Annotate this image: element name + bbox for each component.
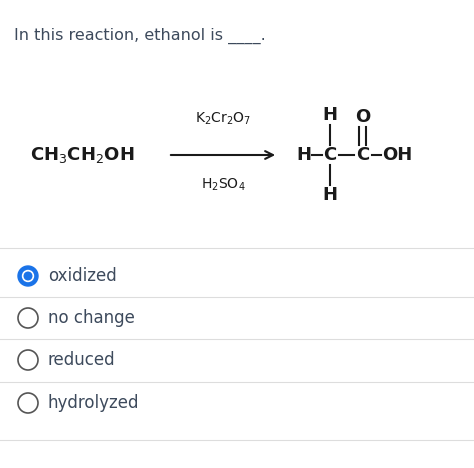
Circle shape xyxy=(18,266,38,286)
Text: K$_2$Cr$_2$O$_7$: K$_2$Cr$_2$O$_7$ xyxy=(195,110,251,127)
Text: H: H xyxy=(297,146,311,164)
Text: In this reaction, ethanol is ____.: In this reaction, ethanol is ____. xyxy=(14,28,266,44)
Text: OH: OH xyxy=(382,146,412,164)
Text: CH$_3$CH$_2$OH: CH$_3$CH$_2$OH xyxy=(30,145,135,165)
Text: no change: no change xyxy=(48,309,135,327)
Text: oxidized: oxidized xyxy=(48,267,117,285)
Text: C: C xyxy=(356,146,370,164)
Text: reduced: reduced xyxy=(48,351,116,369)
Text: H: H xyxy=(322,106,337,124)
Text: H: H xyxy=(322,186,337,204)
Text: hydrolyzed: hydrolyzed xyxy=(48,394,139,412)
Circle shape xyxy=(22,271,34,281)
Text: O: O xyxy=(356,108,371,126)
Text: C: C xyxy=(323,146,337,164)
Circle shape xyxy=(24,272,32,280)
Text: H$_2$SO$_4$: H$_2$SO$_4$ xyxy=(201,177,245,193)
